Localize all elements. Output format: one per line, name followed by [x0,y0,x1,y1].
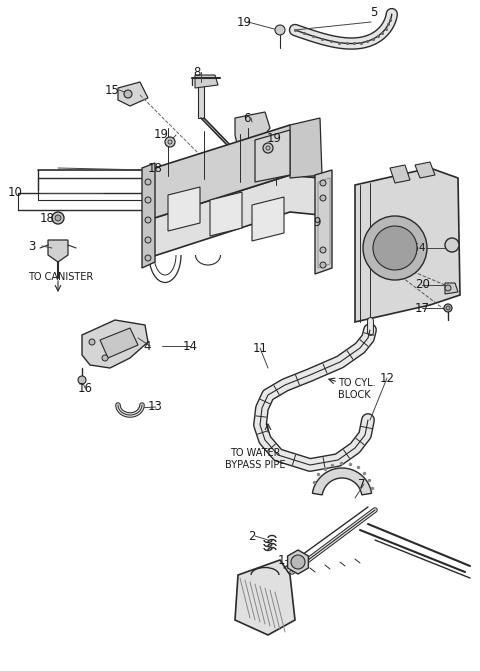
Text: 14: 14 [183,340,198,352]
Polygon shape [142,163,155,268]
Circle shape [145,197,151,203]
Circle shape [263,143,273,153]
Circle shape [145,179,151,185]
Text: 3: 3 [28,240,36,252]
Text: 16: 16 [78,382,93,395]
Polygon shape [198,78,204,118]
Circle shape [291,555,305,569]
Circle shape [373,226,417,270]
Polygon shape [118,82,148,106]
Polygon shape [415,162,435,178]
Polygon shape [235,112,270,148]
Polygon shape [315,170,332,274]
Circle shape [102,355,108,361]
Polygon shape [252,197,284,241]
Circle shape [52,212,64,224]
Text: 18: 18 [40,211,55,225]
Text: 20: 20 [415,278,430,291]
Text: 1364: 1364 [400,243,427,253]
Polygon shape [390,165,410,183]
Polygon shape [210,192,242,236]
Circle shape [275,25,285,35]
Circle shape [165,137,175,147]
Text: 9: 9 [313,215,321,229]
Circle shape [445,285,451,291]
Text: 1: 1 [278,554,286,566]
Text: 19: 19 [237,15,252,28]
Text: 4: 4 [143,340,151,352]
Text: 8: 8 [193,66,200,79]
Circle shape [320,180,326,186]
Text: 5: 5 [370,5,377,19]
Polygon shape [148,125,320,220]
Circle shape [363,216,427,280]
Circle shape [446,306,450,310]
Polygon shape [355,168,460,322]
Text: 19: 19 [154,129,169,142]
Text: 17: 17 [415,301,430,315]
Text: TO WATER
BYPASS PIPE: TO WATER BYPASS PIPE [225,448,285,470]
Circle shape [320,195,326,201]
Text: TO CANISTER: TO CANISTER [28,272,93,282]
Circle shape [89,339,95,345]
Circle shape [320,262,326,268]
Polygon shape [48,240,68,262]
Polygon shape [445,283,458,294]
Polygon shape [148,175,320,258]
Polygon shape [195,75,218,88]
Text: 10: 10 [8,187,23,199]
Polygon shape [290,118,322,178]
Circle shape [145,237,151,243]
Polygon shape [288,550,308,574]
Text: TO CYL.
BLOCK: TO CYL. BLOCK [338,378,376,400]
Polygon shape [168,187,200,231]
Polygon shape [82,320,148,368]
Text: 19: 19 [267,132,282,144]
Circle shape [445,238,459,252]
Circle shape [124,90,132,98]
Text: 15: 15 [105,83,120,97]
Polygon shape [312,468,372,495]
Text: 11: 11 [253,342,268,354]
Circle shape [444,304,452,312]
Polygon shape [100,328,138,358]
Text: 6: 6 [243,111,251,125]
Circle shape [145,217,151,223]
Text: 7: 7 [358,478,365,491]
Circle shape [78,376,86,384]
Circle shape [55,215,61,221]
Text: 2: 2 [248,529,255,542]
Polygon shape [255,130,290,182]
Polygon shape [235,560,295,635]
Circle shape [320,247,326,253]
Text: 13: 13 [148,401,163,413]
Text: 18: 18 [148,162,163,174]
Text: 12: 12 [380,372,395,384]
Circle shape [145,255,151,261]
